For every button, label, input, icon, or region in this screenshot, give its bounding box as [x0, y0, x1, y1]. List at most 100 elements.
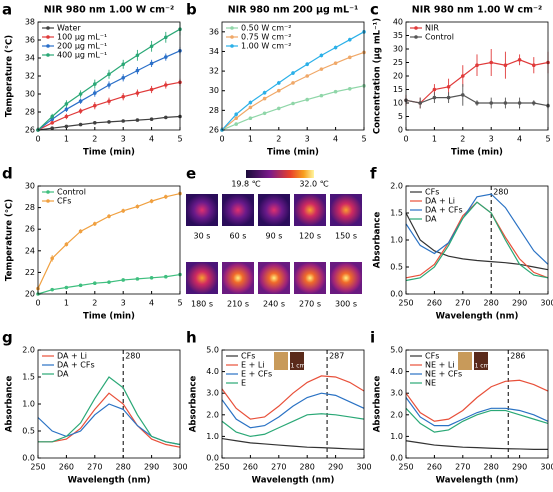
- data-point: [78, 92, 83, 96]
- colorbar-max-label: 32.0 ℃: [299, 180, 328, 189]
- frame-label: 300 s: [335, 300, 357, 309]
- data-point: [121, 76, 125, 80]
- y-tick-label: 3.0: [390, 389, 403, 398]
- x-tick-label: 290: [512, 463, 527, 472]
- legend-label: CFs: [425, 352, 439, 361]
- x-axis-label: Time (min): [451, 148, 503, 158]
- legend-label: DA: [425, 215, 437, 224]
- data-point: [64, 114, 69, 119]
- data-point: [64, 107, 69, 112]
- data-point: [135, 53, 140, 58]
- data-point: [446, 95, 451, 100]
- x-tick-label: 290: [512, 299, 527, 308]
- y-tick-label: 36: [25, 36, 35, 45]
- legend-label: 100 μg mL⁻¹: [57, 33, 107, 42]
- data-point: [93, 82, 97, 86]
- x-tick-label: 260: [427, 299, 442, 308]
- data-point: [135, 204, 140, 209]
- legend-label: E: [241, 379, 246, 388]
- x-tick-label: 2: [92, 135, 97, 144]
- y-tick-label: 40: [393, 18, 403, 27]
- y-tick-label: 34: [25, 54, 35, 63]
- data-point: [277, 81, 281, 85]
- y-tick-label: 26: [209, 126, 219, 135]
- x-tick-label: 2: [460, 135, 465, 144]
- panel-letter: f: [370, 165, 377, 183]
- reference-label: 280: [125, 352, 140, 361]
- y-tick-label: 0: [398, 126, 403, 135]
- reference-label: 280: [493, 188, 508, 197]
- data-point: [489, 60, 494, 65]
- data-point: [532, 63, 536, 67]
- legend-marker: [46, 35, 50, 39]
- data-point: [291, 71, 295, 75]
- data-point: [432, 87, 437, 92]
- data-point: [50, 126, 54, 130]
- data-point: [333, 45, 338, 50]
- legend-label: Water: [57, 24, 81, 33]
- legend-marker: [46, 53, 50, 57]
- legend-marker: [230, 35, 234, 39]
- data-point: [418, 101, 423, 105]
- legend-label: DA + CFs: [57, 361, 95, 370]
- legend-label: DA + Li: [425, 197, 455, 206]
- x-tick-label: 5: [361, 135, 366, 144]
- data-point: [262, 90, 267, 95]
- y-tick-label: 15: [393, 85, 403, 94]
- x-tick-label: 1: [432, 135, 437, 144]
- data-point: [78, 99, 83, 103]
- y-tick-label: 2.0: [22, 346, 35, 355]
- x-tick-label: 0: [35, 299, 40, 308]
- x-tick-label: 290: [328, 463, 343, 472]
- x-tick-label: 270: [455, 463, 470, 472]
- data-point: [149, 44, 154, 49]
- legend-label: DA + CFs: [425, 206, 463, 215]
- x-tick-label: 280: [484, 463, 499, 472]
- data-point: [50, 121, 54, 125]
- data-point: [149, 276, 154, 280]
- data-point: [78, 229, 83, 234]
- data-point: [489, 101, 494, 105]
- x-tick-label: 260: [59, 463, 74, 472]
- y-tick-label: 1.0: [206, 432, 219, 441]
- y-tick-label: 4.0: [390, 367, 403, 376]
- thermal-image: [258, 262, 290, 294]
- x-tick-label: 280: [300, 463, 315, 472]
- series-line: [37, 403, 181, 446]
- legend-label: CFs: [57, 197, 71, 206]
- x-tick-label: 4: [149, 135, 154, 144]
- x-axis-label: Wavelength (nm): [436, 476, 519, 486]
- data-point: [503, 101, 508, 105]
- y-tick-label: 1.0: [390, 432, 403, 441]
- y-tick-label: 30: [393, 45, 403, 54]
- y-axis-label: Absorbance: [5, 376, 15, 433]
- y-tick-label: 36: [209, 27, 219, 36]
- data-point: [291, 81, 295, 85]
- series-line: [405, 397, 549, 427]
- x-tick-label: 270: [455, 299, 470, 308]
- legend-marker: [230, 44, 234, 48]
- series-line: [221, 51, 365, 131]
- x-tick-label: 300: [540, 299, 553, 308]
- frame-label: 90 s: [266, 232, 283, 241]
- y-tick-label: 10: [393, 99, 403, 108]
- x-tick-label: 250: [214, 463, 229, 472]
- series-line: [221, 413, 365, 438]
- data-point: [475, 101, 479, 105]
- data-point: [461, 74, 465, 78]
- data-point: [121, 94, 125, 99]
- data-point: [277, 106, 281, 111]
- data-point: [277, 88, 281, 93]
- y-tick-label: 20: [25, 290, 35, 299]
- series-line: [221, 375, 365, 420]
- data-point: [333, 61, 338, 66]
- reference-label: 286: [510, 352, 525, 361]
- x-tick-label: 0: [35, 135, 40, 144]
- x-tick-label: 5: [545, 135, 550, 144]
- x-tick-label: 290: [144, 463, 159, 472]
- x-axis-label: Wavelength (nm): [252, 476, 335, 486]
- data-point: [348, 55, 352, 60]
- x-tick-label: 5: [177, 299, 182, 308]
- legend-label: Control: [425, 33, 454, 42]
